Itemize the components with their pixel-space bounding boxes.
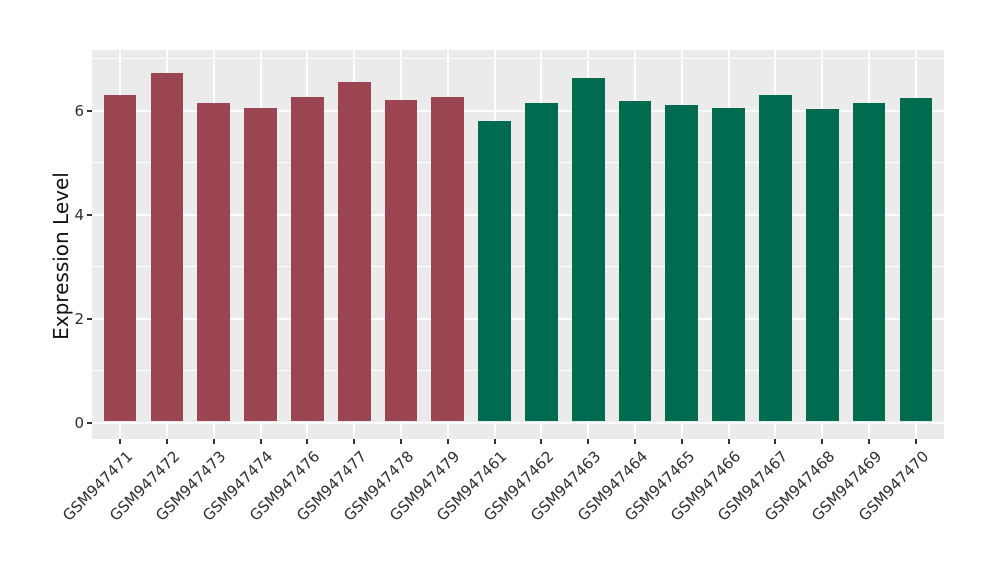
y-axis-title: Expression Level	[49, 172, 73, 340]
y-tick-label: 2	[74, 310, 84, 328]
x-tick	[212, 439, 215, 444]
bar	[805, 109, 839, 421]
bar	[712, 107, 746, 421]
x-tick	[774, 439, 777, 444]
x-tick	[680, 439, 683, 444]
x-tick	[259, 439, 262, 444]
x-tick	[821, 439, 824, 444]
bar	[571, 77, 605, 421]
x-tick	[914, 439, 917, 444]
h-gridline-major	[92, 318, 944, 320]
h-gridline-minor	[92, 58, 944, 59]
bar	[665, 104, 699, 421]
x-tick	[165, 439, 168, 444]
plot-panel	[92, 50, 944, 439]
x-tick	[119, 439, 122, 444]
x-tick	[587, 439, 590, 444]
x-tick	[540, 439, 543, 444]
bar	[103, 94, 137, 421]
x-tick	[634, 439, 637, 444]
h-gridline-major	[92, 214, 944, 216]
bar	[197, 102, 231, 421]
bar	[899, 97, 933, 421]
h-gridline-major	[92, 110, 944, 112]
bar	[431, 97, 465, 421]
x-tick	[727, 439, 730, 444]
bar	[618, 101, 652, 421]
x-tick	[306, 439, 309, 444]
bar	[525, 102, 558, 421]
bar	[759, 94, 792, 421]
h-gridline-major	[92, 422, 944, 424]
y-tick	[87, 318, 92, 320]
x-tick	[446, 439, 449, 444]
x-tick	[868, 439, 871, 444]
bar	[478, 120, 511, 421]
x-tick	[399, 439, 402, 444]
y-tick	[87, 110, 92, 112]
h-gridline-minor	[92, 266, 944, 267]
y-tick	[87, 422, 92, 424]
y-tick	[87, 214, 92, 216]
bar	[150, 72, 184, 421]
bar	[384, 100, 418, 421]
y-tick-label: 0	[74, 414, 84, 432]
bar	[290, 97, 324, 421]
h-gridline-minor	[92, 162, 944, 163]
x-tick	[493, 439, 496, 444]
bar	[244, 107, 277, 421]
y-tick-label: 4	[74, 206, 84, 224]
y-tick-label: 6	[74, 102, 84, 120]
x-tick	[353, 439, 356, 444]
bar	[337, 82, 371, 421]
h-gridline-minor	[92, 370, 944, 371]
bar	[852, 102, 886, 421]
